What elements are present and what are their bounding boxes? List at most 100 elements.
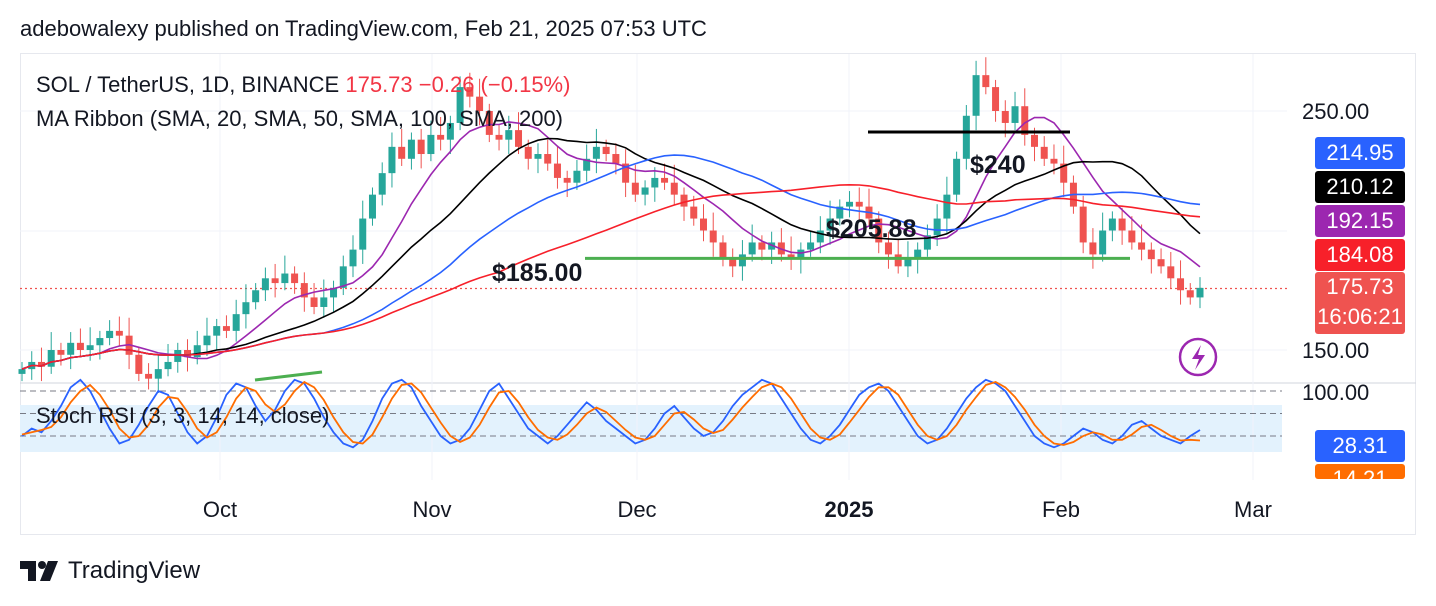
candle-body-101 — [1001, 111, 1009, 123]
candle-body-19 — [203, 335, 211, 346]
x-tick-dec: Dec — [617, 497, 657, 522]
candle-body-116 — [1147, 249, 1155, 260]
sma100-price-badge: 214.95 — [1315, 137, 1405, 169]
symbol-name: SOL / TetherUS, 1D, BINANCE — [36, 72, 340, 97]
chart-frame — [20, 53, 1416, 535]
tradingview-footer[interactable]: TradingView — [20, 557, 200, 585]
candle-body-102 — [1011, 106, 1019, 123]
candle-body-80 — [797, 249, 805, 260]
candle-body-24 — [252, 290, 260, 303]
candle-body-23 — [242, 302, 250, 315]
candle-body-29 — [300, 283, 308, 298]
legend-last-price: 175.73 — [345, 72, 413, 97]
candle-body-49 — [495, 134, 503, 140]
x-tick-2025: 2025 — [824, 497, 874, 522]
candle-body-32 — [330, 287, 338, 298]
candle-body-48 — [485, 111, 493, 135]
candle-body-109 — [1079, 206, 1087, 243]
y-tick-150: 150.00 — [1302, 338, 1370, 363]
candle-body-59 — [592, 146, 600, 159]
candle-body-66 — [661, 177, 669, 183]
candle-body-93 — [923, 235, 931, 250]
x-tick-mar: Mar — [1234, 497, 1272, 522]
candle-body-62 — [622, 163, 630, 183]
candle-body-5 — [67, 342, 75, 355]
stoch-k-badge: 28.31 — [1315, 430, 1405, 462]
stoch-band — [20, 405, 1282, 452]
candle-body-67 — [670, 182, 678, 195]
candle-body-106 — [1050, 158, 1058, 164]
sma100-line — [21, 154, 1201, 370]
drawings — [254, 130, 1130, 382]
candle-body-60 — [602, 146, 610, 155]
sma50-price-badge: 210.12 — [1315, 171, 1405, 203]
candle-body-65 — [651, 177, 659, 188]
candle-body-33 — [339, 266, 347, 288]
last-price-value: 175.73 — [1326, 274, 1394, 299]
candle-body-47 — [476, 96, 484, 111]
candle-body-107 — [1060, 163, 1068, 183]
last-price-badge: 175.73 16:06:21 — [1315, 272, 1405, 334]
lightning-icon — [1192, 345, 1205, 370]
candle-body-79 — [787, 254, 795, 260]
annotation-205: $205.88 — [826, 215, 917, 243]
candle-body-61 — [612, 154, 620, 164]
candle-body-14 — [154, 369, 162, 379]
candle-body-16 — [174, 350, 182, 362]
x-tick-nov: Nov — [412, 497, 452, 522]
candle-body-68 — [680, 194, 688, 207]
candle-body-25 — [261, 278, 269, 291]
trend-line — [254, 370, 323, 382]
candle-body-121 — [1196, 287, 1204, 298]
candle-body-36 — [368, 194, 376, 219]
candle-body-99 — [982, 75, 990, 88]
candle-body-54 — [544, 154, 552, 164]
candle-body-22 — [232, 314, 240, 331]
candle-body-90 — [894, 254, 902, 267]
candle-body-70 — [699, 218, 707, 231]
candle-body-55 — [553, 163, 561, 178]
candle-body-52 — [524, 146, 532, 159]
candle-body-118 — [1167, 266, 1175, 279]
candle-body-26 — [271, 278, 279, 284]
candle-body-9 — [106, 330, 114, 339]
candle-body-53 — [534, 154, 542, 159]
candle-body-58 — [583, 158, 591, 171]
candle-body-45 — [456, 87, 464, 123]
candle-body-115 — [1138, 242, 1146, 250]
candle-body-10 — [115, 330, 123, 336]
candle-body-31 — [320, 297, 328, 307]
candle-body-96 — [953, 158, 961, 195]
candle-body-39 — [398, 146, 406, 159]
candle-body-113 — [1118, 218, 1126, 231]
sma200-line — [21, 183, 1201, 370]
candle-body-30 — [310, 297, 318, 307]
candle-body-77 — [768, 242, 776, 250]
legend-change: −0.26 (−0.15%) — [418, 72, 571, 97]
candle-body-12 — [135, 354, 143, 374]
candle-body-75 — [748, 242, 756, 255]
candle-body-6 — [76, 342, 84, 350]
candle-body-46 — [466, 87, 474, 97]
candle-body-111 — [1099, 230, 1107, 255]
candle-body-114 — [1128, 230, 1136, 243]
candle-body-18 — [193, 345, 201, 358]
candle-body-71 — [709, 230, 717, 243]
candle-body-73 — [729, 259, 737, 267]
candle-body-56 — [563, 177, 571, 183]
ma-ribbon-legend: MA Ribbon (SMA, 20, SMA, 50, SMA, 100, S… — [36, 106, 564, 131]
candle-body-51 — [515, 130, 523, 147]
sma50-line — [21, 137, 1201, 370]
candle-body-64 — [641, 187, 649, 195]
candle-body-42 — [427, 134, 435, 155]
candle-body-41 — [417, 139, 425, 155]
candle-body-43 — [437, 134, 445, 140]
candle-body-34 — [349, 249, 357, 267]
candle-body-85 — [846, 201, 854, 207]
candle-body-72 — [719, 242, 727, 260]
candle-body-76 — [758, 242, 766, 250]
candle-body-84 — [836, 206, 844, 219]
countdown-value: 16:06:21 — [1317, 304, 1403, 329]
y-tick-100: 100.00 — [1302, 380, 1370, 405]
